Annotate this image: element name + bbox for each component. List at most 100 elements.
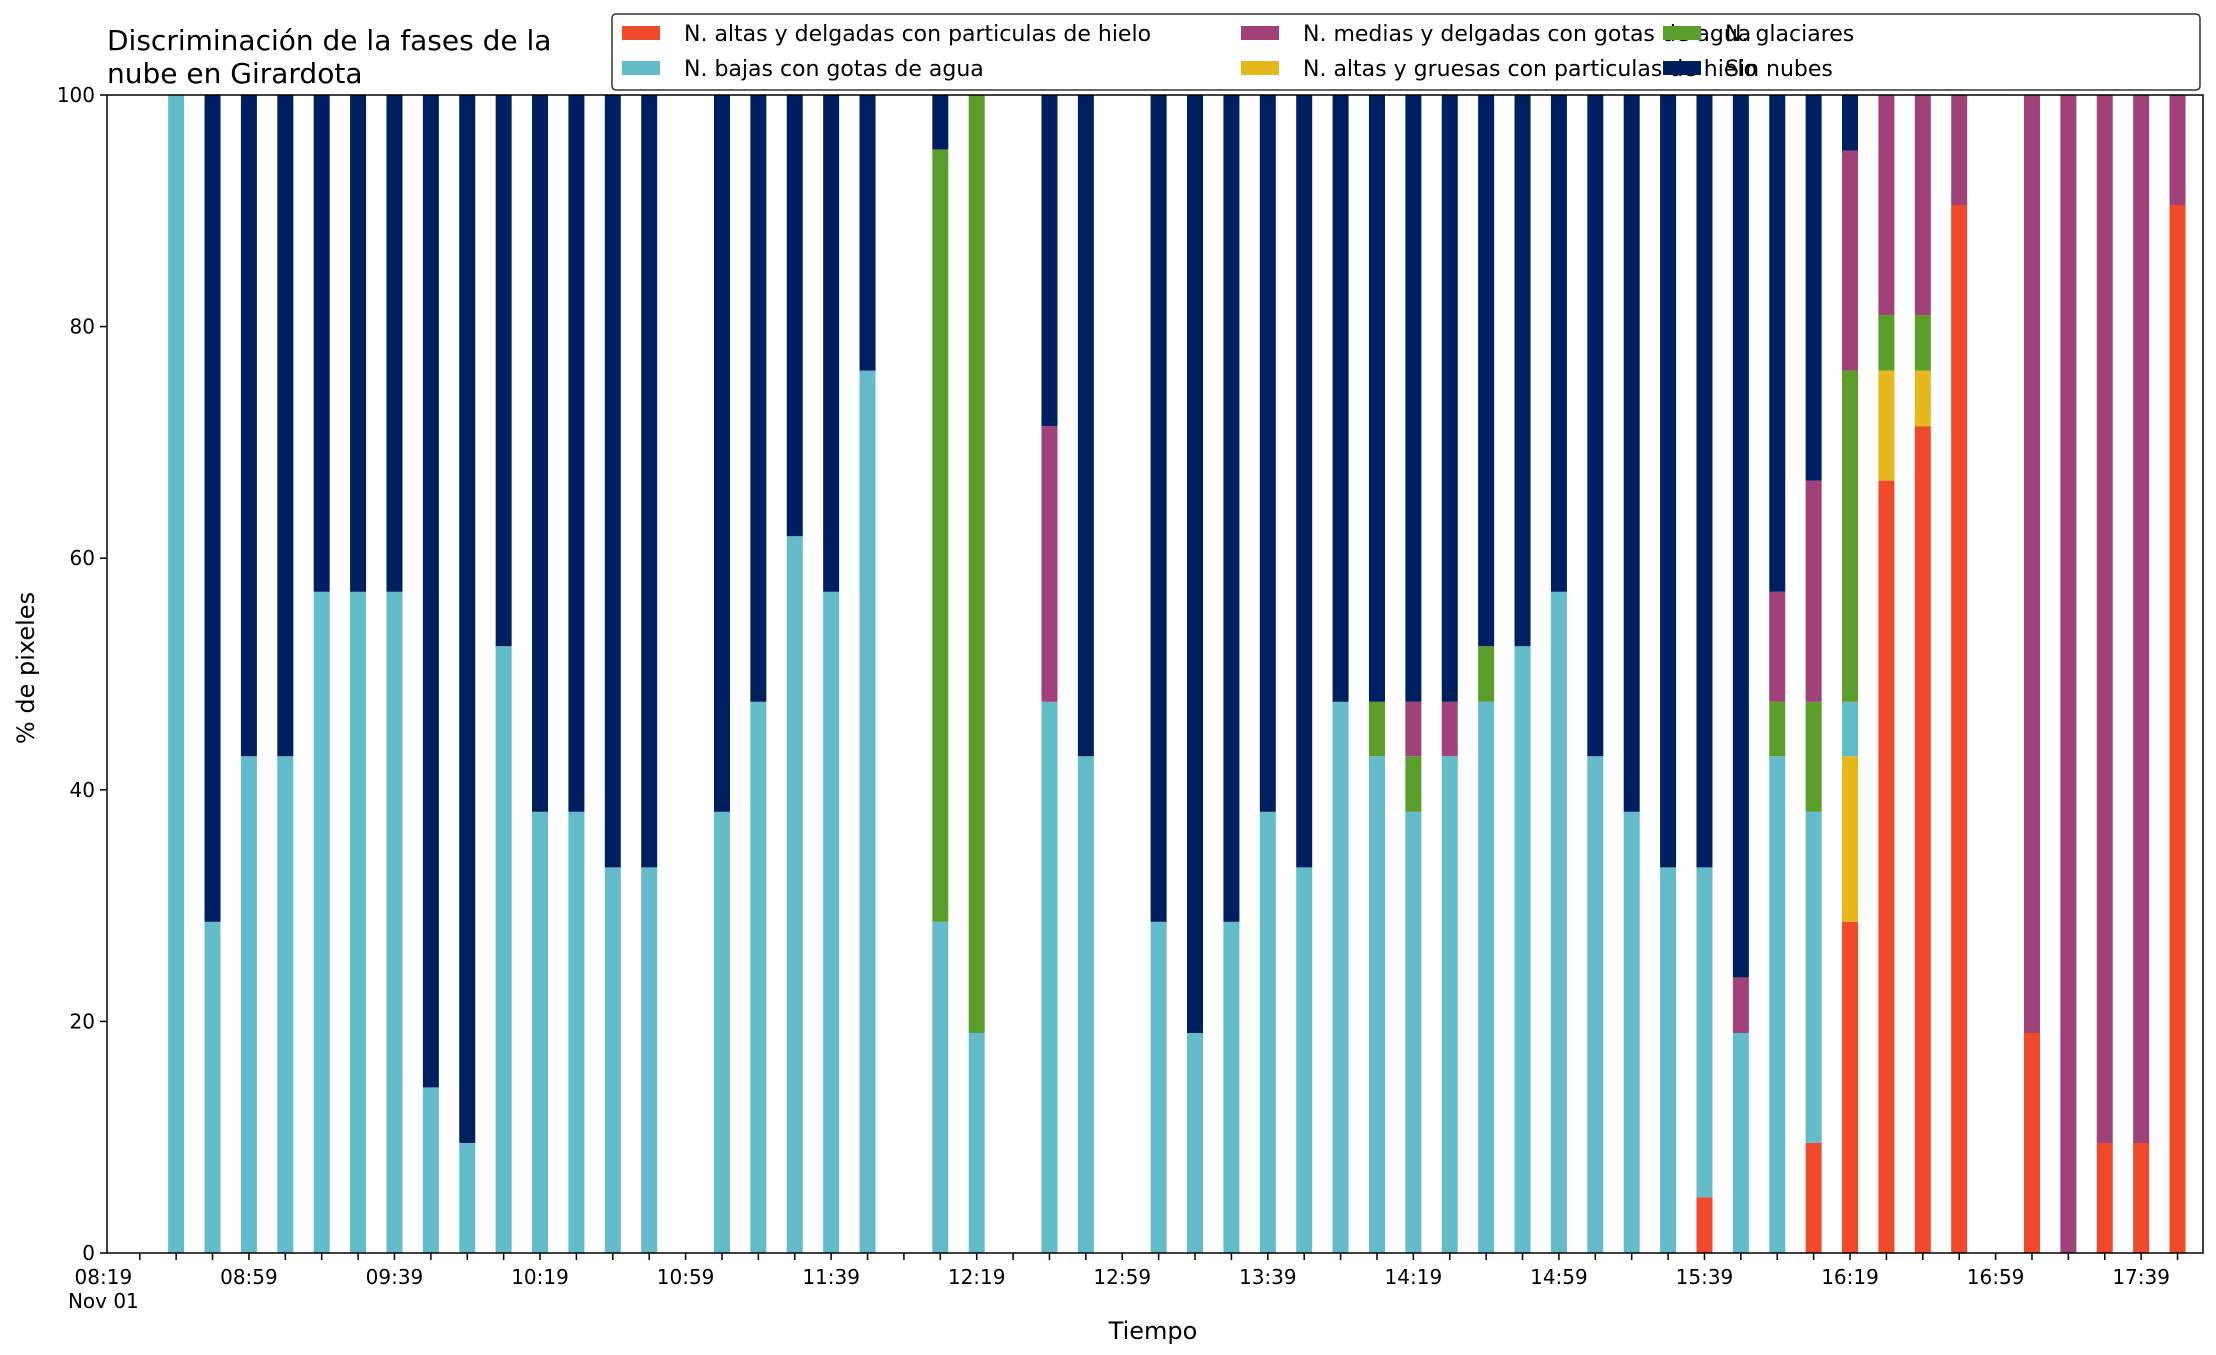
bar-segment-bajas_agua (1223, 921, 1240, 1253)
bar-segment-bajas_agua (1805, 811, 1822, 1143)
bar-segment-sin_nubes (786, 95, 803, 537)
bar-segment-sin_nubes (1587, 95, 1604, 757)
bar-segment-bajas_agua (350, 591, 367, 1253)
bar-segment-sin_nubes (1041, 95, 1058, 427)
bar-stack-7 (422, 95, 439, 1253)
bar-stack-24 (1187, 95, 1204, 1253)
y-tick-label: 20 (70, 1009, 95, 1033)
bar-segment-altas_delgadas (2133, 1142, 2150, 1253)
bar-stack-20 (968, 95, 985, 1253)
bar-stack-30 (1405, 95, 1422, 1253)
bar-segment-glaciares (1805, 701, 1822, 812)
bar-segment-bajas_agua (750, 701, 767, 1253)
bar-segment-bajas_agua (968, 1032, 985, 1253)
bar-segment-altas_delgadas (1878, 480, 1895, 1253)
x-tick-label: 10:19 (511, 1265, 569, 1289)
bar-segment-bajas_agua (1550, 591, 1567, 1253)
bar-stack-48 (2096, 95, 2113, 1253)
bar-segment-altas_delgadas (1696, 1197, 1713, 1253)
bar-stack-28 (1332, 95, 1349, 1253)
bar-segment-bajas_agua (859, 370, 876, 1253)
bar-segment-sin_nubes (1223, 95, 1240, 922)
bar-segment-bajas_agua (1696, 867, 1713, 1198)
chart-title-line-2: nube en Girardota (107, 57, 362, 90)
bar-segment-sin_nubes (459, 95, 476, 1143)
bar-segment-altas_delgadas (1951, 205, 1968, 1253)
bar-segment-bajas_agua (386, 591, 403, 1253)
plot-frame (106, 94, 2204, 1254)
legend-item-bajas_agua: N. bajas con gotas de agua (622, 57, 984, 82)
legend-swatch (1663, 61, 1701, 75)
bar-stack-10 (532, 95, 549, 1253)
bar-stack-18 (859, 95, 876, 1253)
bar-stack-4 (313, 95, 330, 1253)
bar-segment-bajas_agua (1769, 756, 1786, 1253)
x-tick-label: 12:19 (948, 1265, 1006, 1289)
legend-item-glaciares: N. glaciares (1663, 22, 1854, 47)
x-tick-sublabel: Nov 01 (68, 1289, 139, 1313)
bar-segment-bajas_agua (1441, 756, 1458, 1253)
bar-segment-sin_nubes (1732, 95, 1749, 978)
bar-stack-50 (2169, 95, 2186, 1253)
legend-swatch (1241, 26, 1279, 40)
bar-stack-15 (750, 95, 767, 1253)
bar-segment-sin_nubes (1514, 95, 1531, 647)
bar-segment-sin_nubes (422, 95, 439, 1088)
legend-swatch (622, 26, 660, 40)
bar-stack-34 (1550, 95, 1567, 1253)
bar-stack-21 (1041, 95, 1058, 1253)
bar-stack-25 (1223, 95, 1240, 1253)
bar-segment-bajas_agua (1187, 1032, 1204, 1253)
bar-segment-medias_agua (1842, 150, 1859, 371)
bar-segment-bajas_agua (422, 1087, 439, 1253)
x-tick-label: 14:59 (1530, 1265, 1588, 1289)
bar-segment-glaciares (1405, 756, 1422, 812)
bar-segment-sin_nubes (1332, 95, 1349, 702)
bar-segment-sin_nubes (1842, 95, 1859, 151)
bar-stack-43 (1878, 95, 1895, 1253)
bar-stack-27 (1296, 95, 1313, 1253)
bar-segment-bajas_agua (1077, 756, 1094, 1253)
bar-stack-31 (1441, 95, 1458, 1253)
y-axis-label: % de pixeles (12, 592, 40, 744)
bar-segment-bajas_agua (932, 921, 949, 1253)
bar-segment-sin_nubes (350, 95, 367, 592)
bar-stack-5 (350, 95, 367, 1253)
bar-segment-sin_nubes (1187, 95, 1204, 1033)
y-tick-label: 80 (70, 315, 95, 339)
bar-stack-9 (495, 95, 512, 1253)
bar-segment-sin_nubes (1259, 95, 1276, 812)
bar-stack-23 (1150, 95, 1167, 1253)
bar-segment-bajas_agua (1405, 811, 1422, 1253)
bar-stack-1 (204, 95, 221, 1253)
bar-segment-bajas_agua (1150, 921, 1167, 1253)
bar-segment-glaciares (1769, 701, 1786, 757)
bar-stack-33 (1514, 95, 1531, 1253)
legend-swatch (1663, 26, 1701, 40)
bar-segment-sin_nubes (641, 95, 658, 868)
legend-swatch (622, 61, 660, 75)
bar-stack-35 (1587, 95, 1604, 1253)
bar-segment-sin_nubes (204, 95, 221, 922)
bar-segment-bajas_agua (277, 756, 294, 1253)
bar-segment-medias_agua (1914, 95, 1931, 316)
bar-stack-38 (1696, 95, 1713, 1253)
bar-stack-29 (1368, 95, 1385, 1253)
y-tick-label: 0 (82, 1241, 95, 1265)
x-tick-label: 08:19 (75, 1265, 133, 1289)
bar-stack-6 (386, 95, 403, 1253)
bar-segment-bajas_agua (1478, 701, 1495, 1253)
bar-segment-glaciares (1368, 701, 1385, 757)
bar-segment-sin_nubes (1368, 95, 1385, 702)
bar-segment-sin_nubes (277, 95, 294, 757)
x-tick-label: 14:19 (1385, 1265, 1443, 1289)
legend-box (611, 13, 2201, 91)
y-tick-label: 60 (70, 546, 95, 570)
bar-segment-altas_delgadas (2169, 205, 2186, 1253)
bar-segment-altas_delgadas (1805, 1142, 1822, 1253)
bar-segment-sin_nubes (532, 95, 549, 812)
bar-segment-bajas_agua (823, 591, 840, 1253)
bars-layer (168, 95, 2186, 1253)
bar-segment-bajas_agua (1660, 867, 1677, 1253)
bar-segment-medias_agua (1041, 426, 1058, 702)
